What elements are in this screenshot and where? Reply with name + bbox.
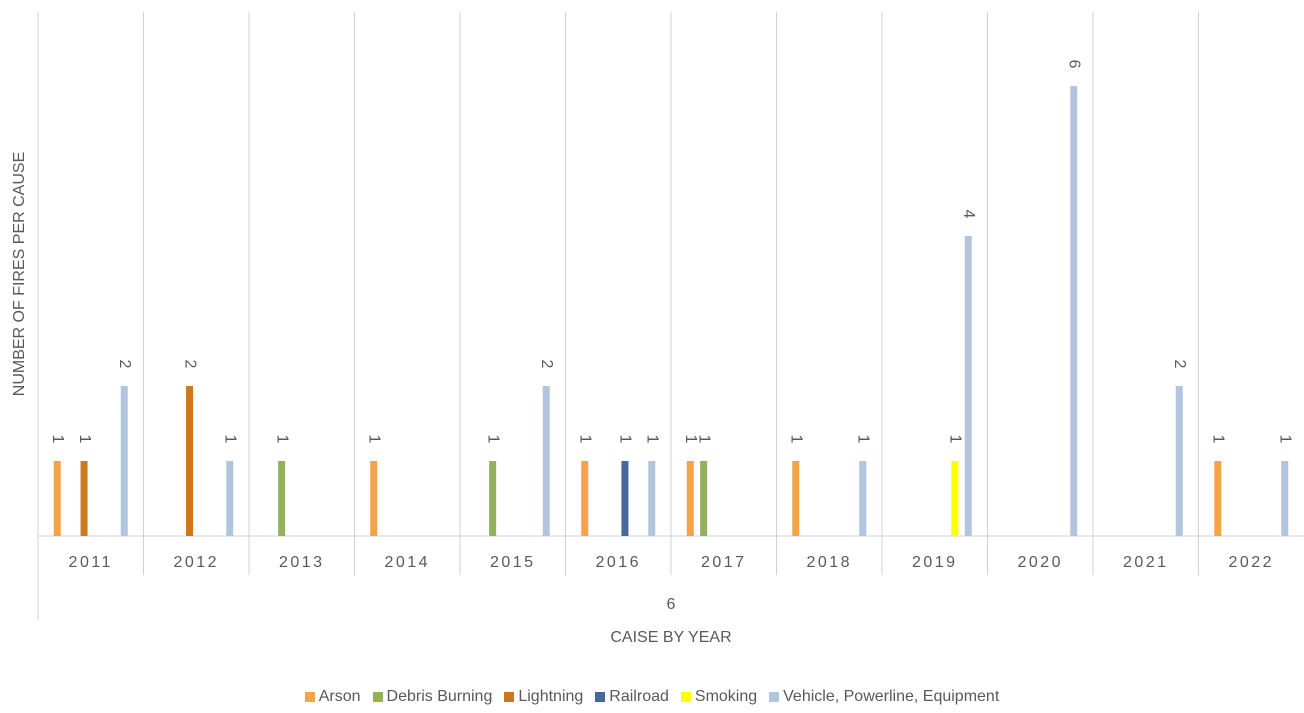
- legend-label: Lightning: [518, 688, 584, 705]
- legend-item: Arson: [304, 688, 361, 706]
- bar: [226, 461, 234, 536]
- data-label: 1: [617, 435, 634, 444]
- bar: [120, 386, 128, 536]
- data-label: 1: [644, 435, 661, 444]
- data-label: 1: [484, 435, 501, 444]
- legend-label: Smoking: [694, 688, 758, 705]
- bar: [648, 461, 656, 536]
- x-tick-label: 2013: [279, 554, 325, 571]
- bar: [951, 461, 959, 536]
- data-label: 1: [273, 435, 290, 444]
- x-tick-label: 2012: [173, 554, 219, 571]
- legend-swatch: [372, 692, 383, 702]
- legend-label: Railroad: [609, 688, 669, 705]
- chart: NUMBER OF FIRES PER CAUSE 6 CAISE BY YEA…: [11, 12, 1304, 646]
- x-tick-label: 2017: [701, 554, 747, 571]
- data-label: 1: [1277, 435, 1294, 444]
- bar: [700, 461, 708, 536]
- bar: [186, 386, 194, 536]
- bar: [964, 236, 972, 536]
- bar: [859, 461, 867, 536]
- bar: [542, 386, 550, 536]
- legend-swatch: [595, 692, 606, 702]
- x-note: 6: [667, 596, 676, 613]
- x-tick-label: 2018: [806, 554, 852, 571]
- legend-item: Smoking: [680, 688, 758, 706]
- data-label: 2: [116, 360, 133, 369]
- bar: [621, 461, 629, 536]
- legend-swatch: [504, 692, 515, 702]
- bar: [581, 461, 589, 536]
- legend-label: Debris Burning: [386, 688, 493, 705]
- bar: [80, 461, 88, 536]
- data-label: 2: [538, 360, 555, 369]
- legend: Arson Debris Burning Lightning Railroad Smok…: [0, 688, 1304, 706]
- data-label: 1: [222, 435, 239, 444]
- legend-label: Vehicle, Powerline, Equipment: [783, 688, 1000, 705]
- bar: [1281, 461, 1289, 536]
- x-tick-label: 2019: [912, 554, 958, 571]
- x-tick-label: 2022: [1228, 554, 1274, 571]
- bar: [1175, 386, 1183, 536]
- x-tick-label: 2020: [1017, 554, 1063, 571]
- data-label: 1: [1210, 435, 1227, 444]
- x-tick-label: 2015: [490, 554, 536, 571]
- data-label: 2: [181, 360, 198, 369]
- x-tick-label: 2014: [384, 554, 430, 571]
- legend-swatch: [769, 692, 780, 702]
- data-label: 1: [366, 435, 383, 444]
- bar: [1214, 461, 1222, 536]
- x-tick-label: 2021: [1123, 554, 1169, 571]
- legend-item: Railroad: [595, 688, 669, 706]
- bar: [686, 461, 694, 536]
- data-label: 6: [1066, 60, 1083, 69]
- bar: [370, 461, 378, 536]
- y-axis-label: NUMBER OF FIRES PER CAUSE: [11, 152, 28, 396]
- bar: [489, 461, 497, 536]
- data-label: 2: [1171, 360, 1188, 369]
- data-label: 1: [855, 435, 872, 444]
- x-tick-label: 2016: [595, 554, 641, 571]
- legend-item: Vehicle, Powerline, Equipment: [769, 688, 999, 706]
- legend-swatch: [304, 692, 315, 702]
- bar: [1070, 86, 1078, 536]
- x-tick-label: 2011: [69, 554, 113, 571]
- legend-label: Arson: [318, 688, 361, 705]
- legend-item: Debris Burning: [372, 688, 493, 706]
- data-label: 1: [788, 435, 805, 444]
- data-label: 1: [76, 435, 93, 444]
- x-axis-label: CAISE BY YEAR: [610, 629, 731, 646]
- data-label: 1: [577, 435, 594, 444]
- bar: [278, 461, 286, 536]
- data-label: 1: [695, 435, 712, 444]
- bar: [53, 461, 61, 536]
- data-label: 1: [682, 435, 699, 444]
- bar: [792, 461, 800, 536]
- legend-item: Lightning: [504, 688, 583, 706]
- data-label: 1: [49, 435, 66, 444]
- data-label: 1: [947, 435, 964, 444]
- legend-swatch: [680, 692, 691, 702]
- data-label: 4: [960, 210, 977, 219]
